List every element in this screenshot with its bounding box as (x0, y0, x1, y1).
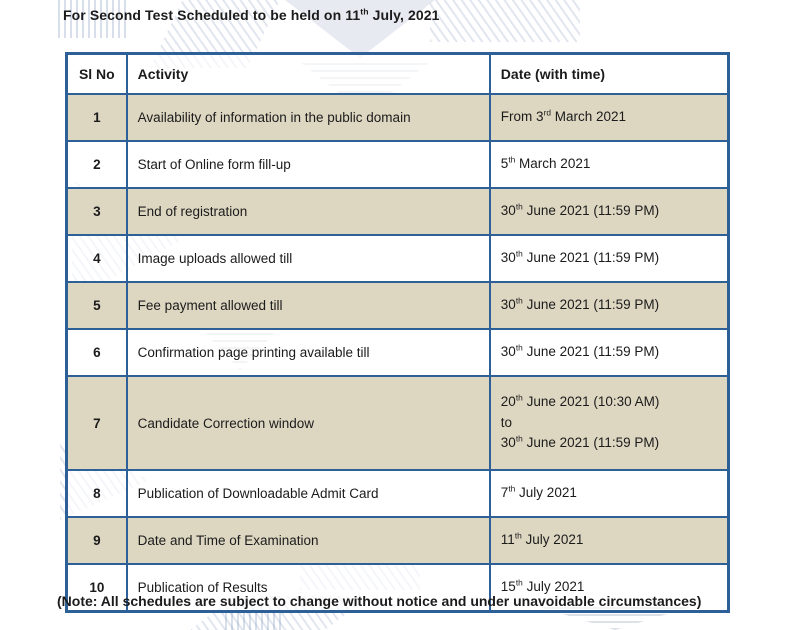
cell-activity: Candidate Correction window (125, 375, 491, 471)
table-row: 10 Publication of Results 15th July 2021 (65, 563, 730, 613)
cell-date: 30th June 2021 (11:59 PM) (488, 328, 730, 377)
table-row: 5 Fee payment allowed till 30th June 202… (65, 281, 730, 330)
cell-sl: 1 (65, 93, 128, 142)
cell-activity: Fee payment allowed till (125, 281, 491, 330)
schedule-table: Sl No Activity Date (with time) 1 Availa… (65, 52, 730, 613)
table-header-row: Sl No Activity Date (with time) (65, 52, 730, 95)
cell-activity: Publication of Results (125, 563, 491, 613)
cell-sl: 10 (65, 563, 128, 613)
table-row: 9 Date and Time of Examination 11th July… (65, 516, 730, 565)
cell-sl: 5 (65, 281, 128, 330)
cell-sl: 6 (65, 328, 128, 377)
table-row: 8 Publication of Downloadable Admit Card… (65, 469, 730, 518)
header-sl-no: Sl No (65, 52, 128, 95)
watermark-stripes (225, 612, 285, 630)
table-row: 1 Availability of information in the pub… (65, 93, 730, 142)
cell-sl: 2 (65, 140, 128, 189)
page-title: For Second Test Scheduled to be held on … (63, 6, 440, 23)
cell-date: 5th March 2021 (488, 140, 730, 189)
cell-sl: 9 (65, 516, 128, 565)
cell-activity: Start of Online form fill-up (125, 140, 491, 189)
cell-activity: Date and Time of Examination (125, 516, 491, 565)
cell-date: 15th July 2021 (488, 563, 730, 613)
schedule-note: (Note: All schedules are subject to chan… (57, 593, 702, 609)
cell-date: 30th June 2021 (11:59 PM) (488, 187, 730, 236)
cell-sl: 7 (65, 375, 128, 471)
table-row: 4 Image uploads allowed till 30th June 2… (65, 234, 730, 283)
cell-date: 30th June 2021 (11:59 PM) (488, 234, 730, 283)
cell-date: 20th June 2021 (10:30 AM) to 30th June 2… (488, 375, 730, 471)
table-row: 7 Candidate Correction window 20th June … (65, 375, 730, 471)
cell-activity: End of registration (125, 187, 491, 236)
cell-activity: Confirmation page printing available til… (125, 328, 491, 377)
table-row: 2 Start of Online form fill-up 5th March… (65, 140, 730, 189)
cell-activity: Image uploads allowed till (125, 234, 491, 283)
cell-date: From 3rd March 2021 (488, 93, 730, 142)
cell-activity: Publication of Downloadable Admit Card (125, 469, 491, 518)
header-activity: Activity (125, 52, 491, 95)
table-row: 3 End of registration 30th June 2021 (11… (65, 187, 730, 236)
table-row: 6 Confirmation page printing available t… (65, 328, 730, 377)
header-date: Date (with time) (488, 52, 730, 95)
cell-activity: Availability of information in the publi… (125, 93, 491, 142)
watermark-stripes (430, 0, 580, 42)
cell-date: 7th July 2021 (488, 469, 730, 518)
cell-date: 11th July 2021 (488, 516, 730, 565)
cell-sl: 3 (65, 187, 128, 236)
cell-date: 30th June 2021 (11:59 PM) (488, 281, 730, 330)
cell-sl: 4 (65, 234, 128, 283)
cell-sl: 8 (65, 469, 128, 518)
